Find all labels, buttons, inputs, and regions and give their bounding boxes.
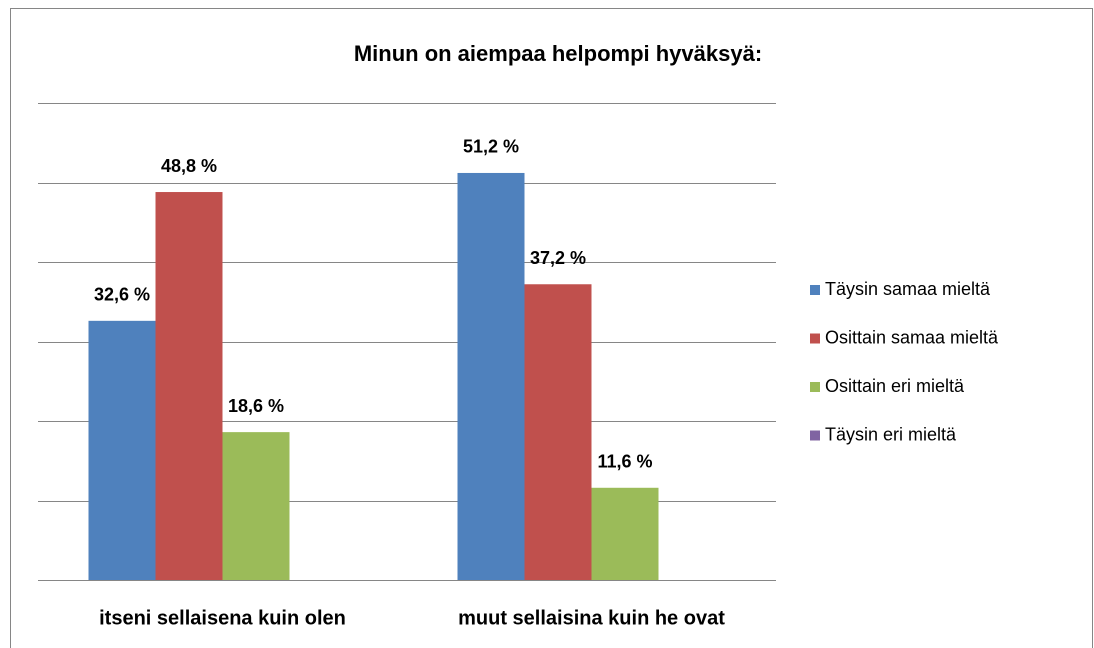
x-tick-label: itseni sellaisena kuin olen [99, 607, 346, 629]
legend-swatch [810, 285, 820, 295]
legend-label: Osittain eri mieltä [825, 376, 965, 396]
bar [591, 487, 659, 580]
data-label: 11,6 % [597, 452, 652, 472]
bar [88, 320, 156, 580]
data-label: 37,2 % [530, 248, 586, 268]
data-label: 32,6 % [94, 285, 150, 305]
data-label: 48,8 % [161, 156, 217, 176]
bar [222, 432, 290, 580]
legend-label: Täysin eri mieltä [825, 424, 957, 444]
bar [457, 172, 525, 580]
legend-swatch [810, 333, 820, 344]
legend-label: Osittain samaa mieltä [825, 327, 999, 347]
legend-swatch [810, 382, 820, 392]
legend-label: Täysin samaa mieltä [825, 279, 991, 299]
x-tick-label: muut sellaisina kuin he ovat [458, 607, 725, 629]
chart-title: Minun on aiempaa helpompi hyväksyä: [354, 41, 762, 66]
data-label: 51,2 % [463, 137, 519, 157]
bar [155, 192, 223, 581]
bar [524, 284, 592, 580]
data-label: 18,6 % [228, 396, 284, 416]
legend-swatch [810, 430, 820, 441]
